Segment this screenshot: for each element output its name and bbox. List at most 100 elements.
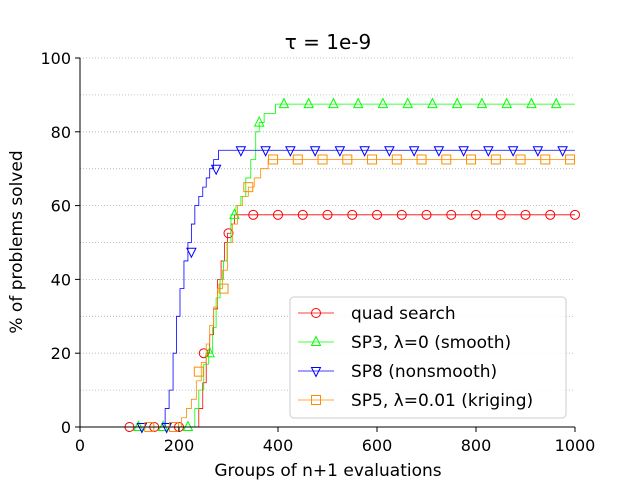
data-point (483, 146, 494, 157)
data-point (359, 146, 370, 157)
series-1 (80, 97, 575, 431)
data-point (416, 154, 427, 165)
data-point (260, 146, 271, 157)
data-point (565, 154, 576, 165)
data-point (248, 209, 259, 220)
y-tick-label: 40 (51, 270, 71, 289)
data-point (133, 420, 144, 431)
data-point (278, 97, 290, 109)
data-point (520, 209, 531, 220)
data-point (384, 146, 395, 157)
data-point (532, 146, 544, 157)
data-point (451, 97, 463, 109)
x-tick-label: 0 (75, 436, 85, 455)
y-tick-label: 100 (40, 49, 71, 68)
data-point (471, 209, 481, 220)
data-point (466, 154, 477, 165)
series-line (80, 159, 575, 428)
chart-title: τ = 1e-9 (285, 30, 371, 54)
legend-marker (310, 335, 322, 346)
data-point (545, 209, 556, 220)
data-point (218, 283, 229, 294)
data-point (550, 97, 562, 109)
legend-items: quad search SP3, λ=0 (smooth) SP8 (nonsmoo… (298, 304, 533, 411)
data-point (391, 154, 402, 165)
legend-marker (311, 395, 321, 405)
x-tick-label: 800 (461, 436, 492, 455)
data-point (328, 97, 339, 109)
series-line (80, 103, 575, 428)
data-point (526, 97, 537, 109)
data-point (268, 154, 279, 165)
data-point (342, 154, 353, 165)
data-point (347, 209, 358, 220)
y-tick-label: 0 (61, 418, 71, 437)
data-point (495, 209, 506, 220)
legend-marker (311, 308, 321, 318)
legend-item: SP8 (nonsmooth) (298, 362, 497, 382)
data-point (427, 97, 438, 109)
legend-item: quad search (298, 304, 456, 324)
data-point (421, 209, 432, 220)
legend-label: SP8 (nonsmooth) (351, 362, 497, 382)
legend: quad search SP3, λ=0 (smooth) SP8 (nonsmoo… (289, 296, 567, 419)
data-point (243, 182, 254, 193)
data-point (540, 154, 551, 165)
data-point (161, 423, 172, 434)
data-point (570, 209, 580, 220)
legend-item: SP3, λ=0 (smooth) (298, 333, 511, 353)
x-axis-title: Groups of n+1 evaluations (214, 461, 441, 480)
data-point (408, 146, 420, 157)
data-point (273, 209, 283, 220)
data-point (557, 146, 568, 157)
legend-label: SP3, λ=0 (smooth) (351, 333, 511, 353)
data-point (309, 146, 321, 157)
x-tick-label: 400 (263, 436, 294, 455)
y-tick-label: 60 (51, 197, 71, 216)
data-point (507, 146, 519, 157)
data-point (372, 209, 382, 220)
data-point (198, 348, 209, 359)
data-point (441, 154, 452, 165)
data-point (317, 154, 328, 165)
data-point (297, 209, 308, 220)
data-point (136, 423, 148, 434)
data-point (204, 346, 215, 358)
data-point (322, 209, 333, 220)
data-point (334, 146, 346, 157)
x-tick-label: 200 (164, 436, 195, 455)
data-point (229, 208, 240, 219)
series-layer (80, 97, 580, 434)
data-point (458, 146, 469, 157)
y-axis-title: % of problems solved (7, 150, 27, 333)
x-tick-label: 600 (362, 436, 393, 455)
data-point (396, 209, 407, 220)
legend-box (289, 296, 567, 419)
data-point (476, 97, 488, 109)
data-point (223, 228, 234, 239)
data-point (210, 164, 222, 176)
axes (79, 58, 575, 428)
series-2 (80, 146, 575, 434)
data-point (292, 154, 303, 165)
data-point (446, 209, 457, 220)
data-point (235, 146, 247, 157)
data-point (501, 97, 512, 109)
data-point (352, 97, 364, 109)
legend-label: quad search (351, 304, 456, 324)
data-point (367, 154, 378, 165)
data-point (402, 97, 413, 109)
legend-marker (310, 367, 322, 378)
data-point (193, 366, 204, 377)
data-point (377, 97, 389, 109)
data-point (490, 154, 501, 165)
data-point (303, 97, 314, 109)
data-point (515, 154, 526, 165)
y-tick-label: 80 (51, 123, 71, 142)
x-tick-label: 1000 (555, 436, 596, 455)
series-line (80, 149, 575, 428)
y-tick-label: 20 (51, 344, 71, 363)
data-point (433, 146, 445, 157)
